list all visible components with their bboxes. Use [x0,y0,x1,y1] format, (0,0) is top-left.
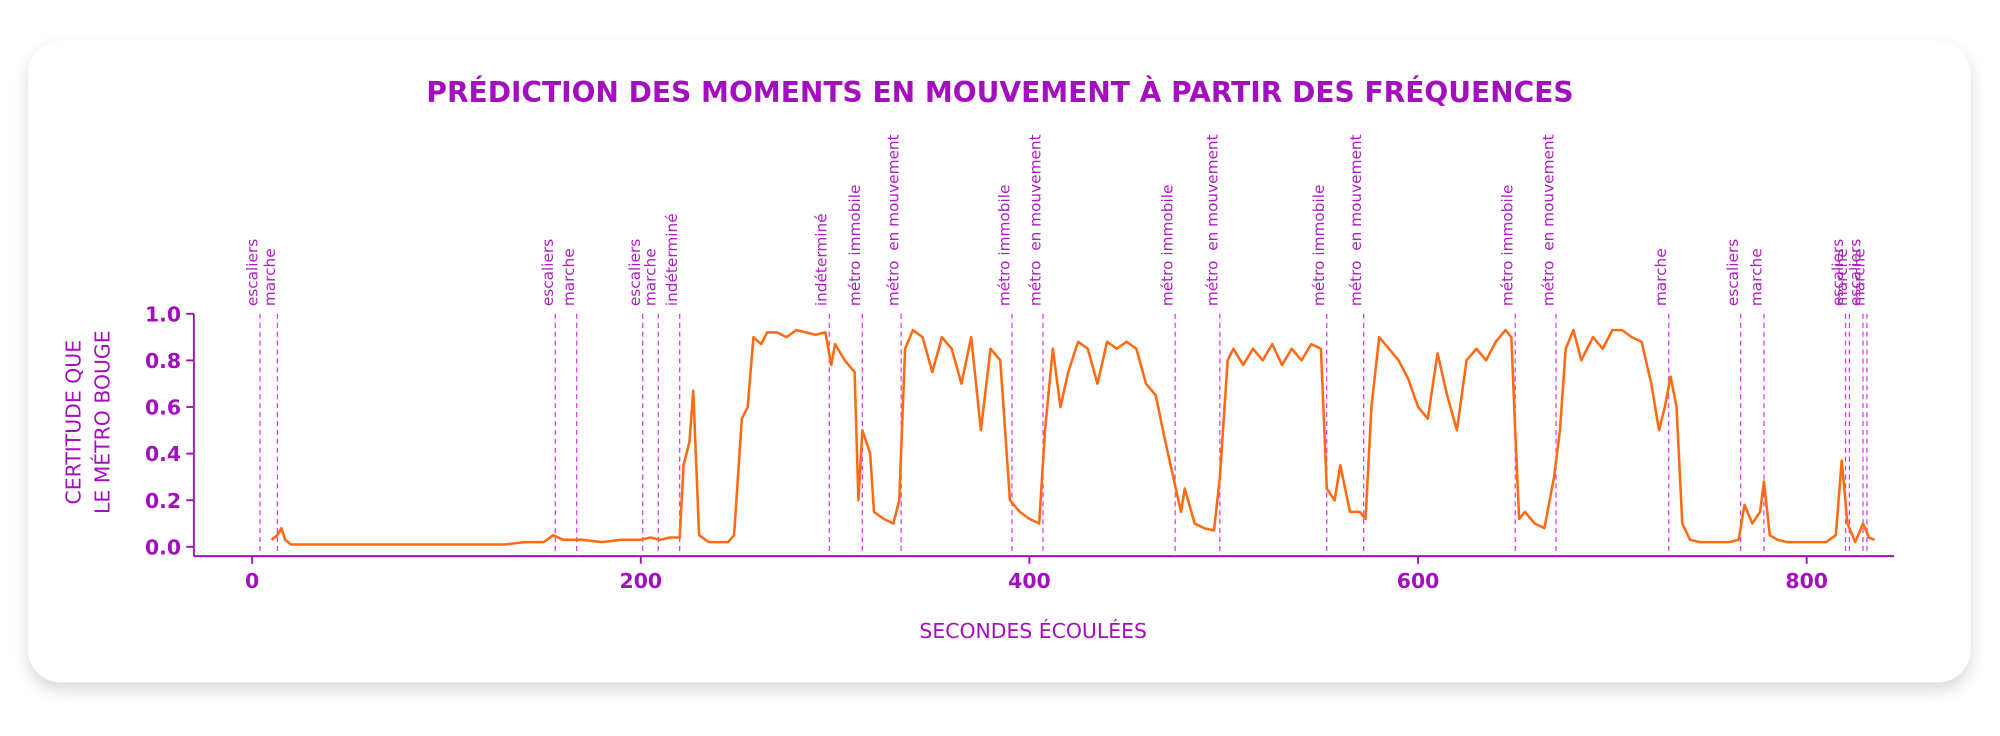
annotation-label: escaliers [243,239,261,306]
y-tick-label: 0.6 [145,396,181,420]
annotation-label: escaliers [539,239,557,306]
annotation-label: métro en mouvement [1203,134,1221,306]
x-axis-label: SECONDES ÉCOULÉES [919,618,1147,643]
annotation-label: marche [1652,248,1670,306]
annotation-label: escaliers [1724,239,1742,306]
annotation-label: escaliers [1829,239,1847,306]
x-tick-label: 200 [620,569,663,593]
x-tick-label: 0 [245,569,259,593]
annotation-label: indéterminé [813,213,831,306]
annotation-label: escaliers [1846,239,1864,306]
x-tick-label: 800 [1785,569,1828,593]
annotation-label: métro immobile [995,185,1013,307]
y-axis-label: CERTITUDE QUE [61,340,85,505]
annotation-label: indéterminé [663,213,681,306]
annotation-label: marche [642,248,660,306]
annotation-label: métro en mouvement [1026,134,1044,306]
annotation-label: métro immobile [1499,185,1517,307]
annotation-label: métro immobile [1159,185,1177,307]
annotation-label: marche [261,248,279,306]
data-line [270,328,1876,546]
annotation-label: escaliers [626,239,644,306]
y-axis-label: LE MÉTRO BOUGE [90,330,115,514]
annotation-label: métro en mouvement [1539,134,1557,306]
x-tick-label: 400 [1008,569,1051,593]
annotation-label: marche [1850,248,1868,306]
y-tick-label: 1.0 [145,302,181,326]
y-tick-label: 0.8 [145,349,181,373]
annotation-label: métro immobile [1310,185,1328,307]
annotation-label: métro en mouvement [885,134,903,306]
annotation-label: marche [560,248,578,306]
y-tick-label: 0.2 [145,489,181,513]
y-tick-label: 0.4 [145,442,181,466]
annotation-label: marche [1833,248,1851,306]
annotation-label: métro en mouvement [1347,134,1365,306]
x-tick-label: 600 [1397,569,1440,593]
annotation-label: métro immobile [846,185,864,307]
chart-title: PRÉDICTION DES MOMENTS EN MOUVEMENT À PA… [426,75,1573,109]
y-tick-label: 0.0 [145,535,181,559]
annotation-label: marche [1747,248,1765,306]
